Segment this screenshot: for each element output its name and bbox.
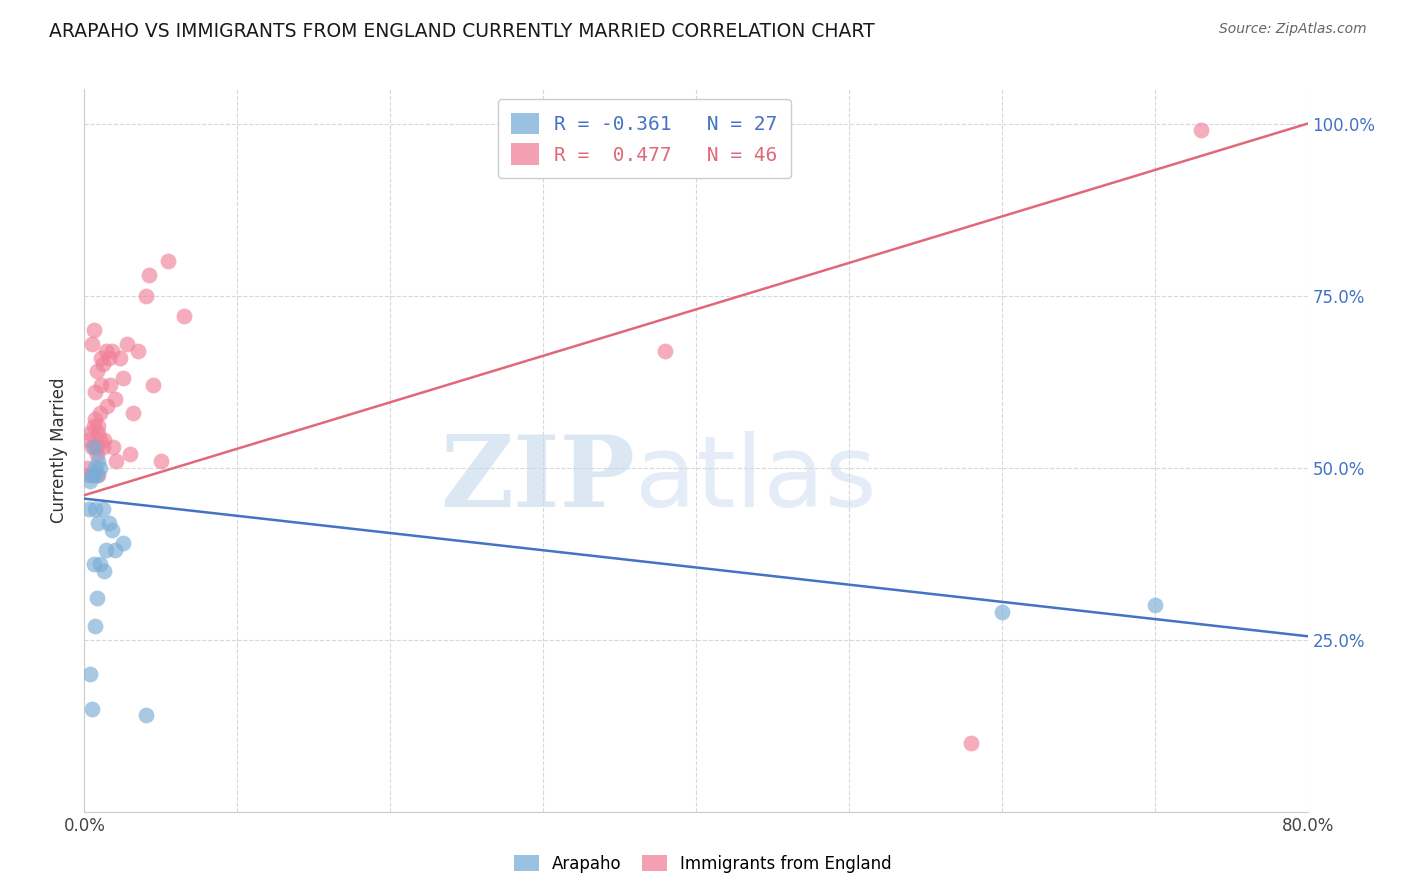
- Point: [111, 536, 134, 550]
- Point: [96, 399, 118, 413]
- Point: [149, 454, 172, 468]
- Legend: Arapaho, Immigrants from England: Arapaho, Immigrants from England: [508, 848, 898, 880]
- Point: [138, 268, 160, 282]
- Point: [127, 343, 149, 358]
- Point: [93, 433, 115, 447]
- Point: [1189, 123, 1212, 137]
- Point: [654, 343, 676, 358]
- Point: [97, 351, 120, 365]
- Point: [104, 392, 127, 406]
- Point: [79, 667, 101, 681]
- Point: [91, 502, 114, 516]
- Point: [87, 426, 110, 441]
- Point: [89, 406, 111, 420]
- Point: [84, 619, 107, 633]
- Point: [105, 454, 128, 468]
- Point: [79, 426, 101, 441]
- Point: [103, 440, 125, 454]
- Point: [84, 412, 107, 426]
- Point: [84, 460, 107, 475]
- Point: [89, 460, 111, 475]
- Point: [104, 543, 127, 558]
- Point: [98, 378, 121, 392]
- Point: [135, 288, 157, 302]
- Point: [77, 433, 100, 447]
- Point: [80, 467, 103, 482]
- Point: [101, 523, 124, 537]
- Point: [90, 351, 112, 365]
- Point: [87, 467, 110, 482]
- Point: [87, 516, 110, 530]
- Point: [94, 543, 117, 558]
- Point: [89, 433, 111, 447]
- Point: [80, 701, 103, 715]
- Point: [87, 454, 110, 468]
- Point: [122, 406, 145, 420]
- Point: [80, 440, 103, 454]
- Point: [94, 343, 117, 358]
- Point: [960, 736, 983, 750]
- Point: [86, 364, 108, 378]
- Point: [120, 447, 142, 461]
- Point: [101, 343, 124, 358]
- Point: [135, 708, 157, 723]
- Text: Source: ZipAtlas.com: Source: ZipAtlas.com: [1219, 22, 1367, 37]
- Point: [76, 460, 98, 475]
- Point: [86, 447, 108, 461]
- Point: [93, 564, 115, 578]
- Point: [86, 467, 108, 482]
- Y-axis label: Currently Married: Currently Married: [51, 377, 69, 524]
- Point: [83, 440, 105, 454]
- Point: [115, 336, 138, 351]
- Point: [111, 371, 134, 385]
- Point: [991, 605, 1014, 619]
- Text: ZIP: ZIP: [440, 431, 636, 528]
- Point: [77, 502, 100, 516]
- Point: [83, 467, 105, 482]
- Point: [87, 419, 110, 434]
- Point: [86, 591, 108, 606]
- Text: atlas: atlas: [636, 431, 876, 528]
- Point: [83, 557, 105, 571]
- Point: [91, 440, 114, 454]
- Point: [79, 475, 101, 489]
- Point: [77, 467, 100, 482]
- Point: [86, 440, 108, 454]
- Text: ARAPAHO VS IMMIGRANTS FROM ENGLAND CURRENTLY MARRIED CORRELATION CHART: ARAPAHO VS IMMIGRANTS FROM ENGLAND CURRE…: [49, 22, 875, 41]
- Legend: R = -0.361   N = 27, R =  0.477   N = 46: R = -0.361 N = 27, R = 0.477 N = 46: [498, 99, 792, 178]
- Point: [83, 419, 105, 434]
- Point: [1143, 599, 1166, 613]
- Point: [91, 358, 114, 372]
- Point: [142, 378, 165, 392]
- Point: [90, 378, 112, 392]
- Point: [80, 336, 103, 351]
- Point: [97, 516, 120, 530]
- Point: [108, 351, 131, 365]
- Point: [157, 254, 180, 268]
- Point: [173, 310, 195, 324]
- Point: [84, 384, 107, 399]
- Point: [84, 502, 107, 516]
- Point: [83, 323, 105, 337]
- Point: [89, 557, 111, 571]
